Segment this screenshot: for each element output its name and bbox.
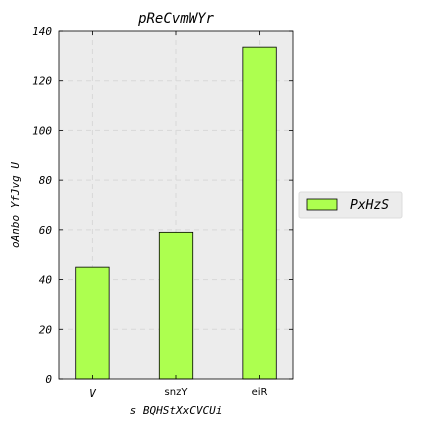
legend-label: PxHzS (350, 198, 389, 213)
legend: PxHzS (298, 191, 403, 219)
x-tick-label: snzY (165, 387, 189, 398)
ticks: 0 20 40 60 80 100 120 140 V snzY eiR (32, 25, 293, 400)
y-tick-label: 40 (39, 274, 53, 287)
bar (158, 231, 194, 380)
y-tick-label: 100 (32, 124, 52, 137)
bar (75, 266, 110, 380)
legend-swatch (306, 198, 338, 211)
y-tick-label: 120 (32, 75, 52, 88)
y-tick-label: 0 (45, 373, 52, 386)
x-tick-label: eiR (252, 387, 268, 398)
y-tick-label: 80 (39, 174, 53, 187)
bar (242, 46, 277, 380)
y-tick-label: 60 (39, 224, 53, 237)
x-tick-label: V (89, 387, 97, 400)
y-axis-label: oAnbo YfJvg U (9, 162, 22, 248)
legend-box (298, 191, 403, 219)
y-tick-label: 20 (39, 323, 53, 336)
chart-title: pReCvmWYr (137, 11, 214, 27)
y-tick-label: 140 (32, 25, 52, 38)
x-axis-label: s BQHStXxCVCUi (130, 404, 223, 417)
